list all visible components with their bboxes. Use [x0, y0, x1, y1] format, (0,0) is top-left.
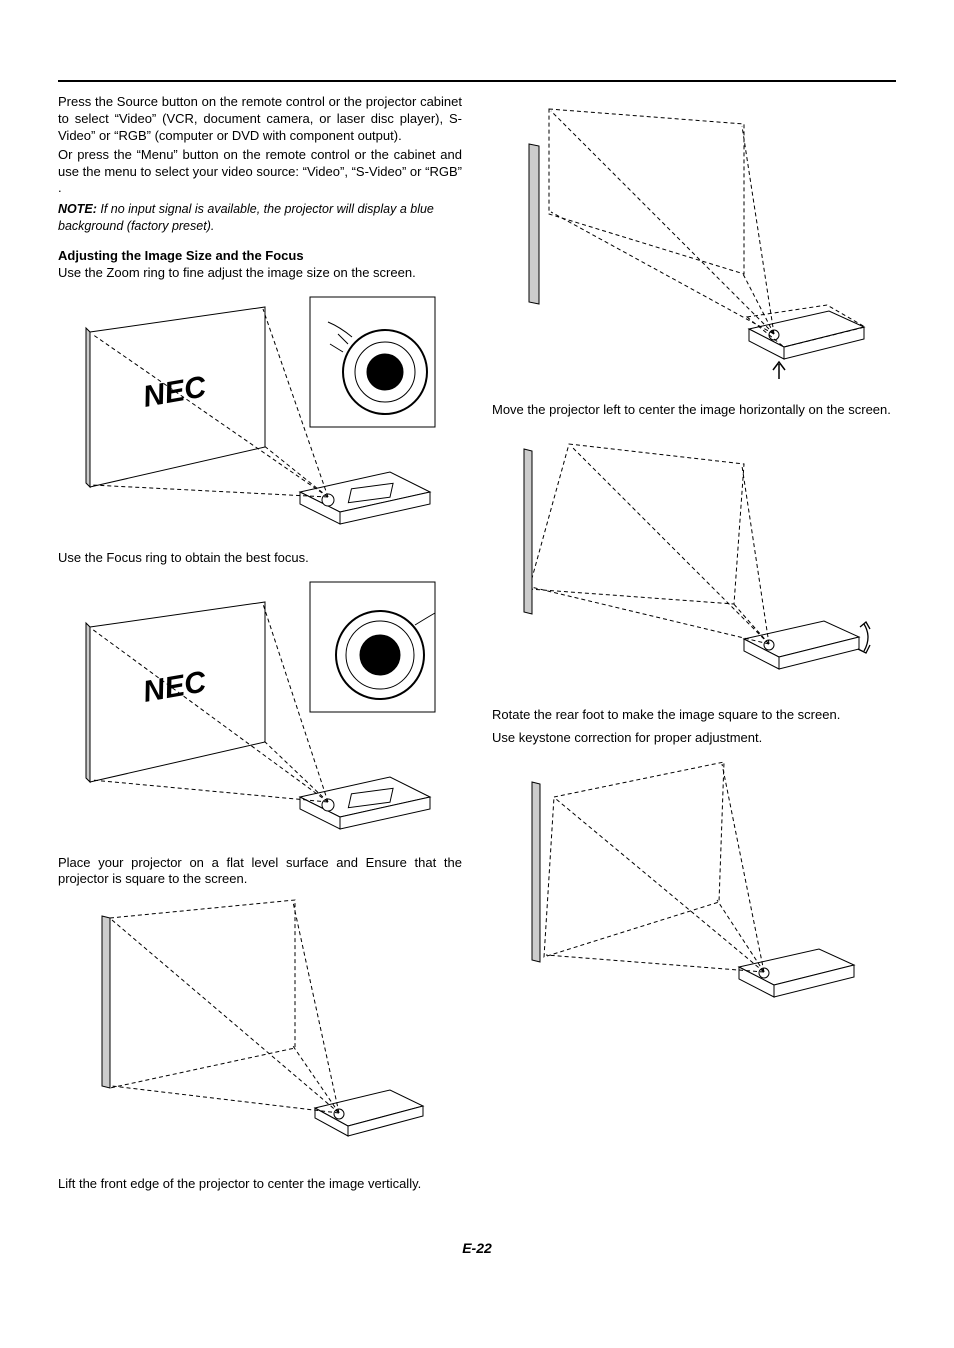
rotate-caption-1: Rotate the rear foot to make the image s… [492, 707, 896, 724]
figure-rotate [492, 757, 896, 1017]
focus-caption: Use the Focus ring to obtain the best fo… [58, 550, 462, 567]
intro-para-1: Press the Source button on the remote co… [58, 94, 462, 145]
top-rule [58, 80, 896, 82]
figure-move-left [492, 429, 896, 689]
figure-focus: NEC [58, 577, 462, 837]
flat-caption: Place your projector on a flat level sur… [58, 855, 462, 889]
left-column: Press the Source button on the remote co… [58, 94, 462, 1199]
page-footer: E-22 [58, 1239, 896, 1257]
figure-lift [492, 104, 896, 384]
lift-caption: Lift the front edge of the projector to … [58, 1176, 462, 1193]
figure-flat [58, 898, 462, 1158]
intro-para-2: Or press the “Menu” button on the remote… [58, 147, 462, 198]
subhead-adjust: Adjusting the Image Size and the Focus [58, 248, 462, 265]
right-column: Move the projector left to center the im… [492, 94, 896, 1199]
note-line: NOTE: If no input signal is available, t… [58, 201, 462, 234]
zoom-caption: Use the Zoom ring to fine adjust the ima… [58, 265, 462, 282]
move-left-caption: Move the projector left to center the im… [492, 402, 896, 419]
rotate-caption-2: Use keystone correction for proper adjus… [492, 730, 896, 747]
note-label: NOTE: [58, 202, 97, 216]
note-body: If no input signal is available, the pro… [58, 202, 434, 232]
two-column-layout: Press the Source button on the remote co… [58, 94, 896, 1199]
figure-zoom: NEC [58, 292, 462, 532]
